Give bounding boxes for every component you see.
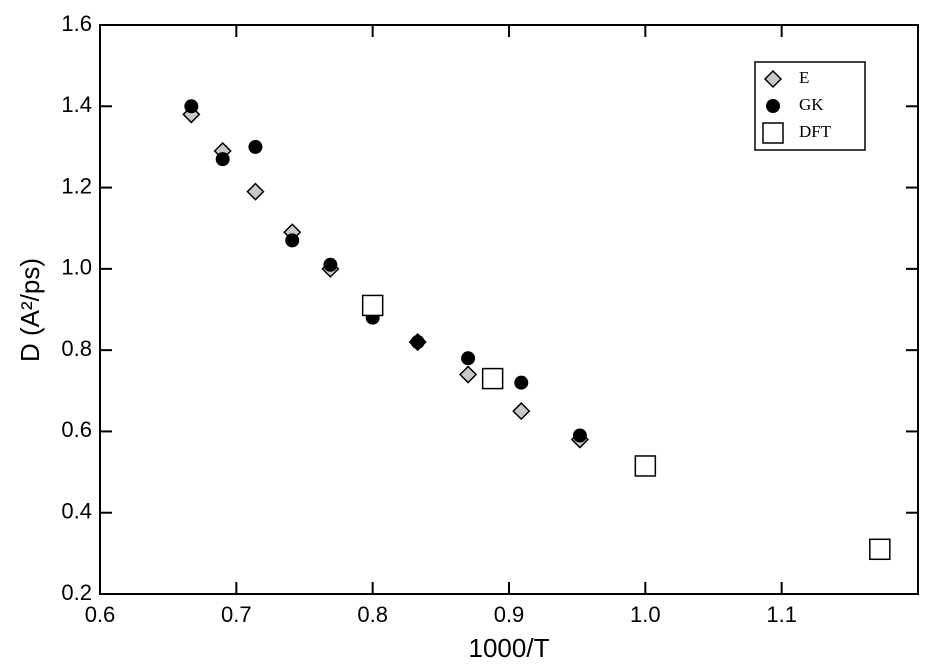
diamond-marker: [246, 182, 265, 201]
square-marker: [634, 455, 657, 477]
x-tick-label: 0.9: [494, 602, 525, 627]
y-tick-label: 0.2: [61, 580, 92, 605]
x-tick-label: 1.0: [630, 602, 661, 627]
square-marker: [869, 538, 891, 561]
y-tick-label: 0.4: [61, 499, 92, 524]
y-tick-label: 0.6: [61, 417, 92, 442]
diamond-marker: [459, 365, 478, 384]
legend-label: DFT: [799, 122, 832, 141]
x-tick-label: 1.1: [766, 602, 797, 627]
circle-marker: [248, 139, 263, 154]
y-tick-label: 0.8: [61, 336, 92, 361]
square-marker: [481, 367, 504, 390]
x-tick-label: 0.7: [221, 602, 252, 627]
square-marker: [762, 122, 784, 144]
y-tick-label: 1.0: [61, 255, 92, 280]
square-marker: [361, 294, 384, 317]
circle-marker: [184, 99, 199, 114]
x-axis-label: 1000/T: [469, 633, 550, 663]
circle-marker: [285, 233, 300, 248]
y-axis-label: D (A²/ps): [15, 258, 45, 362]
circle-marker: [410, 335, 425, 350]
circle-marker: [766, 99, 780, 113]
circle-marker: [572, 428, 587, 443]
y-tick-label: 1.6: [61, 11, 92, 36]
x-tick-label: 0.6: [85, 602, 116, 627]
x-tick-label: 0.8: [357, 602, 388, 627]
legend-label: GK: [799, 95, 824, 114]
diamond-marker: [512, 402, 531, 421]
circle-marker: [323, 257, 338, 272]
y-tick-label: 1.4: [61, 92, 92, 117]
circle-marker: [461, 351, 476, 366]
circle-marker: [514, 375, 529, 390]
y-tick-label: 1.2: [61, 173, 92, 198]
legend-label: E: [799, 68, 809, 87]
circle-marker: [215, 152, 230, 167]
diamond-marker: [763, 69, 783, 89]
